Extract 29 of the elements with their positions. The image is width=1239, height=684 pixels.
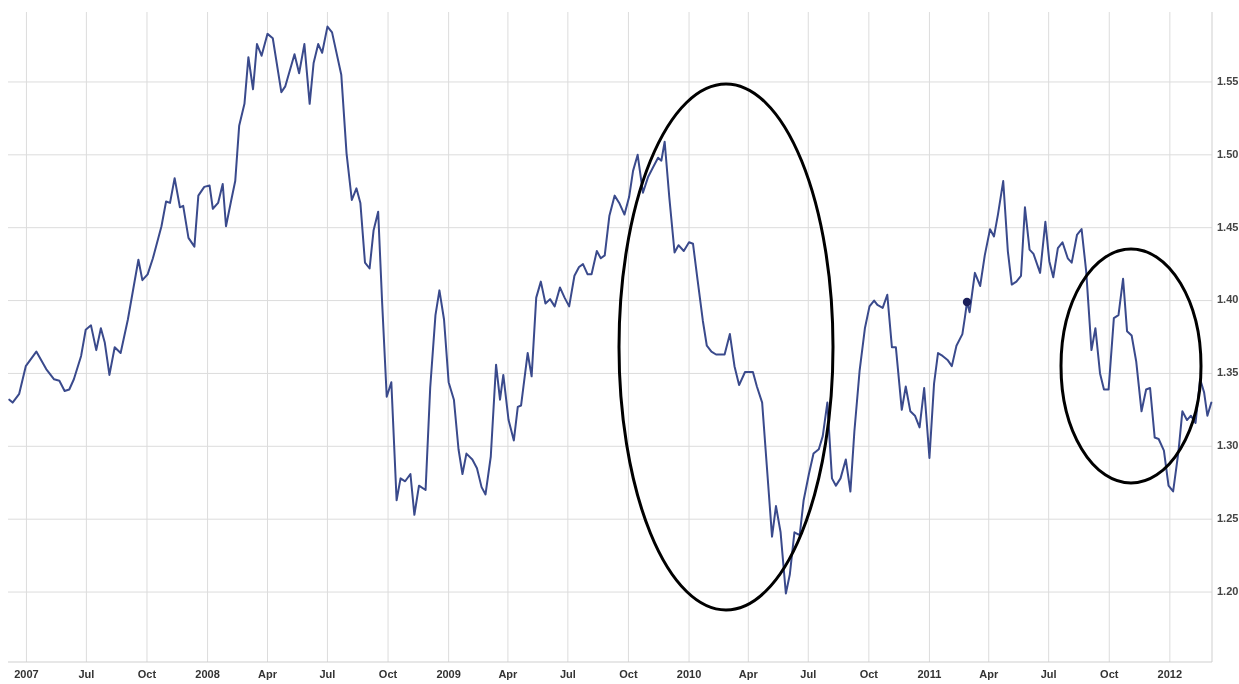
x-tick-label: 2007 bbox=[14, 668, 39, 680]
x-tick-label: Oct bbox=[378, 668, 398, 680]
x-tick-label: 2009 bbox=[436, 668, 461, 680]
x-tick-label: Oct bbox=[137, 668, 157, 680]
y-tick-label: 1.35 bbox=[1217, 366, 1239, 379]
x-tick-label: Oct bbox=[619, 668, 638, 680]
x-tick-label: Apr bbox=[258, 668, 278, 680]
x-tick-label: 2011 bbox=[917, 668, 942, 680]
x-tick-label: 2010 bbox=[676, 668, 702, 680]
y-tick-label: 1.25 bbox=[1217, 512, 1239, 525]
x-tick-label: Oct bbox=[1100, 668, 1119, 680]
y-tick-label: 1.55 bbox=[1217, 74, 1239, 87]
x-tick-label: Apr bbox=[979, 668, 999, 680]
x-tick-label: Apr bbox=[498, 668, 519, 680]
x-tick-label: Jul bbox=[800, 668, 817, 680]
x-tick-label: Oct bbox=[859, 668, 879, 680]
x-tick-label: 2012 bbox=[1157, 668, 1183, 680]
y-tick-label: 1.50 bbox=[1217, 147, 1239, 160]
x-tick-label: Jul bbox=[1040, 668, 1057, 680]
x-tick-label: Jul bbox=[319, 668, 336, 680]
y-tick-label: 1.40 bbox=[1217, 293, 1239, 306]
y-tick-label: 1.20 bbox=[1217, 584, 1239, 597]
y-tick-label: 1.45 bbox=[1217, 220, 1239, 233]
x-tick-label: Jul bbox=[559, 668, 576, 680]
line-series bbox=[8, 25, 1213, 595]
x-tick-label: Apr bbox=[738, 668, 759, 680]
y-tick-label: 1.30 bbox=[1217, 439, 1239, 452]
x-tick-label: Jul bbox=[78, 668, 95, 680]
x-tick-label: 2008 bbox=[195, 668, 220, 680]
